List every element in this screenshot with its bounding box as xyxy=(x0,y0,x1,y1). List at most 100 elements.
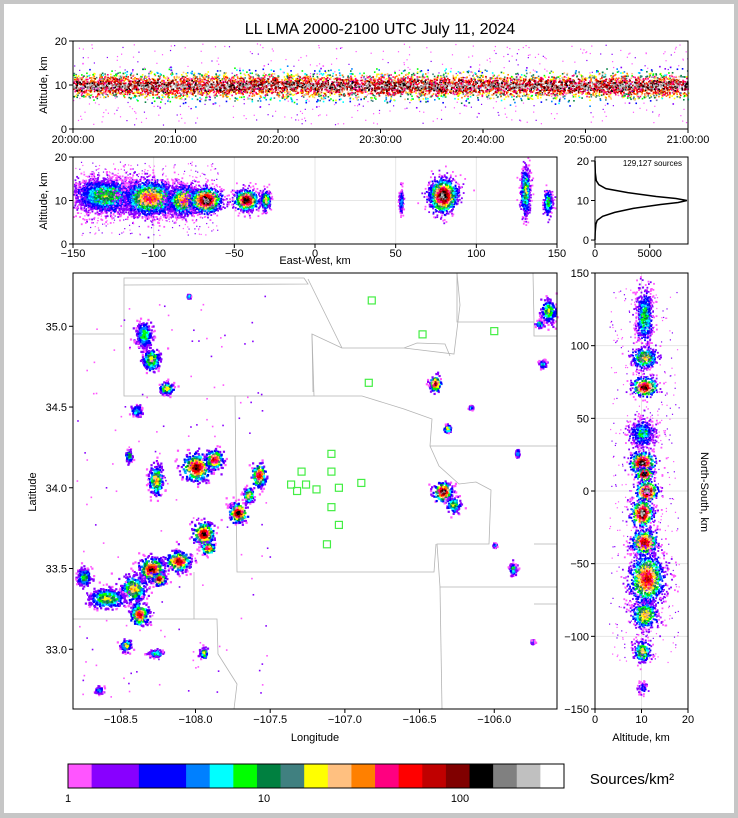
source-point xyxy=(648,76,651,78)
source-point xyxy=(390,74,392,76)
source-point xyxy=(136,90,139,92)
source-point xyxy=(643,84,645,86)
source-point xyxy=(598,93,601,95)
source-point xyxy=(118,79,121,81)
source-point xyxy=(273,78,275,81)
source-point xyxy=(208,91,211,94)
source-point xyxy=(607,81,609,84)
source-point xyxy=(550,70,553,73)
source-point xyxy=(445,79,448,81)
source-point xyxy=(237,80,240,83)
source-point xyxy=(621,83,623,85)
source-point xyxy=(668,88,671,91)
source-point xyxy=(622,96,625,98)
source-point xyxy=(363,90,365,93)
source-point xyxy=(100,92,102,94)
source-point xyxy=(681,85,684,88)
source-point xyxy=(614,79,617,82)
source-point xyxy=(325,88,327,91)
source-point xyxy=(294,87,296,89)
source-point xyxy=(517,86,520,88)
source-point xyxy=(144,101,147,103)
source-point xyxy=(636,82,638,85)
source-point xyxy=(574,71,577,74)
source-point xyxy=(162,89,165,91)
source-point xyxy=(186,92,188,95)
source-point xyxy=(550,92,553,95)
source-point xyxy=(433,75,436,78)
source-point xyxy=(170,90,172,92)
source-point xyxy=(294,79,297,82)
source-point xyxy=(361,87,364,89)
source-point xyxy=(126,70,129,73)
source-point xyxy=(397,77,399,80)
source-point xyxy=(547,94,550,97)
source-point xyxy=(99,96,102,99)
source-point xyxy=(231,89,234,91)
source-point xyxy=(286,79,288,81)
source-point xyxy=(128,83,130,85)
source-point xyxy=(175,83,178,85)
source-point xyxy=(595,90,597,93)
source-point xyxy=(651,86,653,89)
source-point xyxy=(378,77,381,79)
source-point xyxy=(649,86,651,89)
source-point xyxy=(231,90,234,92)
source-point xyxy=(581,91,584,93)
source-point xyxy=(216,70,219,72)
source-point xyxy=(131,84,133,86)
source-point xyxy=(436,84,438,87)
source-point xyxy=(476,82,479,84)
source-point xyxy=(685,83,687,86)
source-point xyxy=(134,96,137,99)
source-point xyxy=(93,90,96,93)
source-point xyxy=(568,77,571,80)
source-point xyxy=(199,73,201,75)
source-point xyxy=(385,88,388,91)
source-point xyxy=(88,93,90,96)
source-point xyxy=(686,86,688,89)
source-point xyxy=(425,90,427,93)
source-point xyxy=(469,88,472,90)
source-point xyxy=(503,82,506,84)
source-point xyxy=(570,90,572,93)
source-point xyxy=(92,81,94,83)
source-point xyxy=(434,85,436,88)
source-point xyxy=(620,91,622,93)
source-point xyxy=(354,92,357,94)
source-point xyxy=(491,84,493,87)
source-point xyxy=(505,92,508,95)
source-point xyxy=(183,78,185,80)
source-point xyxy=(456,93,459,96)
source-point xyxy=(197,88,200,91)
source-point xyxy=(411,98,413,100)
source-point xyxy=(583,85,585,88)
source-point xyxy=(633,92,636,95)
source-point xyxy=(673,86,675,89)
source-point xyxy=(210,77,213,80)
source-point xyxy=(577,78,580,80)
source-point xyxy=(452,76,455,79)
source-point xyxy=(208,89,210,91)
source-point xyxy=(526,72,528,75)
source-point xyxy=(175,72,178,75)
source-point xyxy=(377,73,380,76)
source-point xyxy=(292,75,294,77)
source-point xyxy=(317,99,319,101)
source-point xyxy=(223,83,226,86)
source-point xyxy=(654,80,657,83)
source-point xyxy=(386,85,389,88)
source-point xyxy=(293,90,295,93)
source-point xyxy=(170,88,173,90)
source-point xyxy=(485,94,488,96)
source-point xyxy=(80,94,83,96)
source-point xyxy=(350,73,353,75)
source-point xyxy=(359,91,361,94)
source-point xyxy=(232,81,234,83)
source-point xyxy=(681,88,684,91)
source-point xyxy=(287,95,290,98)
source-point xyxy=(110,73,112,76)
source-point xyxy=(664,74,666,77)
source-point xyxy=(247,97,250,100)
source-point xyxy=(259,81,261,83)
